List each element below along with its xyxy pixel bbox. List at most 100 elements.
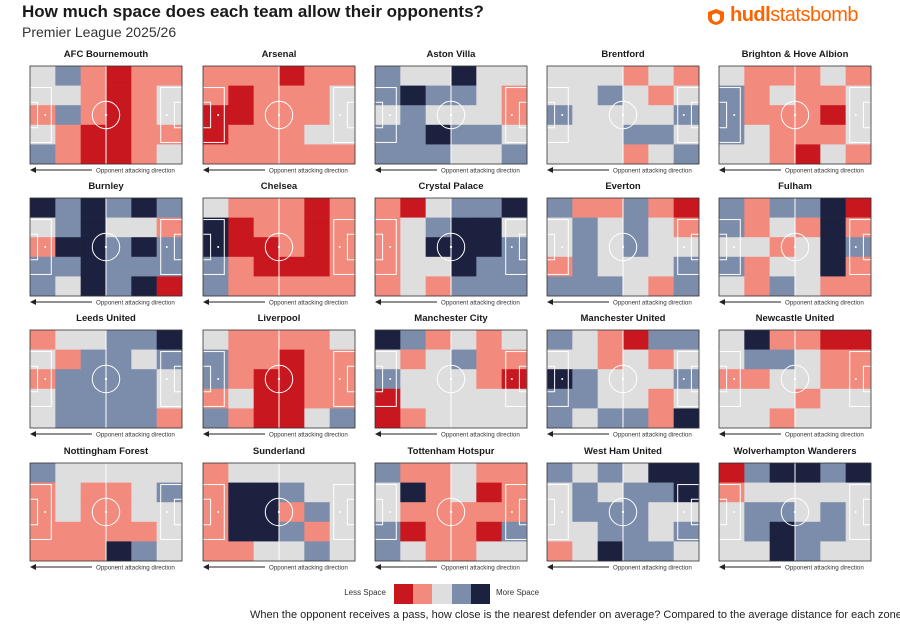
zone-cell (30, 237, 56, 258)
pitch-border (546, 462, 700, 562)
zone-cell (106, 66, 132, 86)
zone-cell (400, 276, 426, 297)
team-name: Brighton & Hove Albion (742, 49, 849, 60)
zone-cell (375, 408, 401, 429)
legend: Less Space More Space (300, 584, 600, 604)
arrow-head-icon (547, 167, 553, 173)
zone-cell (400, 105, 426, 126)
team-name: Sunderland (253, 446, 305, 457)
zone-cell (375, 198, 401, 218)
zone-cell (597, 388, 624, 409)
zone-cell (131, 85, 157, 106)
zone-cell (55, 482, 81, 503)
penalty-spot (217, 246, 220, 248)
zone-cell (375, 85, 401, 106)
center-circle (91, 364, 121, 394)
zone-cell (719, 330, 745, 350)
zone-cell (55, 330, 81, 350)
zone-cell (744, 408, 770, 429)
zone-cell (547, 541, 573, 562)
zone-cell (744, 369, 770, 390)
zone-cell (820, 521, 846, 542)
zone-cell (80, 388, 107, 409)
zone-cell (253, 408, 280, 429)
zone-cell (623, 198, 649, 218)
zone-cell (623, 502, 649, 523)
zone-cell (547, 330, 573, 350)
zone-cell (623, 349, 649, 370)
zone-cell (106, 276, 132, 297)
zone-cell (572, 502, 598, 523)
zone-cell (279, 502, 305, 523)
zone-cell (572, 482, 598, 503)
zone-cell (80, 541, 107, 562)
zone-cell (400, 237, 426, 258)
zone-cell (648, 408, 674, 429)
direction-label: Opponent attacking direction (269, 168, 348, 175)
zone-cell (30, 217, 56, 238)
zone-cell (329, 124, 356, 145)
zone-cell (597, 256, 624, 277)
zone-cell (673, 124, 700, 145)
zone-cell (673, 463, 700, 483)
zone-cell (400, 502, 426, 523)
zone-cell (820, 349, 846, 370)
zone-cell (547, 349, 573, 370)
zone-cell (304, 388, 330, 409)
team-name: AFC Bournemouth (64, 49, 149, 60)
zone-cell (597, 541, 624, 562)
zone-cell (131, 388, 157, 409)
direction-label: Opponent attacking direction (96, 168, 175, 175)
zone-cell (425, 144, 452, 165)
zone-cell (131, 349, 157, 370)
penalty-spot (510, 246, 513, 248)
arrow-head-icon (30, 431, 36, 437)
zone-cell (80, 85, 107, 106)
zone-cell (156, 463, 183, 483)
zone-cell (795, 237, 821, 258)
zone-cell (501, 482, 528, 503)
zone-cell (156, 482, 183, 503)
zone-cell (106, 124, 132, 145)
zone-cell (80, 349, 107, 370)
zone-cell (845, 482, 872, 503)
legend-swatch (470, 584, 490, 604)
hudl-logo-icon (708, 9, 724, 25)
zone-cell (572, 463, 598, 483)
zone-cell (203, 408, 229, 429)
zone-cell (648, 66, 674, 86)
penalty-spot (217, 378, 220, 380)
zone-cell (106, 256, 132, 277)
zone-cell (673, 482, 700, 503)
zone-cell (820, 256, 846, 277)
zone-cell (547, 463, 573, 483)
penalty-spot (854, 378, 857, 380)
zone-cell (55, 408, 81, 429)
zone-cell (156, 105, 183, 126)
penalty-spot (854, 511, 857, 513)
zone-cell (501, 124, 528, 145)
penalty-spot (510, 378, 513, 380)
zone-cell (425, 124, 452, 145)
zone-cell (304, 482, 330, 503)
team-name: Leeds United (76, 313, 136, 324)
zone-cell (203, 237, 229, 258)
zone-cell (55, 388, 81, 409)
zone-cell (501, 349, 528, 370)
zone-cell (769, 276, 796, 297)
zone-cell (279, 198, 305, 218)
zone-cell (203, 502, 229, 523)
zone-cell (106, 388, 132, 409)
zone-cell (106, 349, 132, 370)
team-name: Aston Villa (427, 49, 477, 60)
zone-cell (80, 521, 107, 542)
zone-cell (203, 388, 229, 409)
zone-cell (304, 541, 330, 562)
zone-cell (769, 217, 796, 238)
zone-cell (80, 463, 107, 483)
zone-cell (572, 541, 598, 562)
zone-cell (304, 349, 330, 370)
zone-cell (597, 521, 624, 542)
direction-label: Opponent attacking direction (613, 432, 692, 439)
zone-cell (425, 330, 452, 350)
